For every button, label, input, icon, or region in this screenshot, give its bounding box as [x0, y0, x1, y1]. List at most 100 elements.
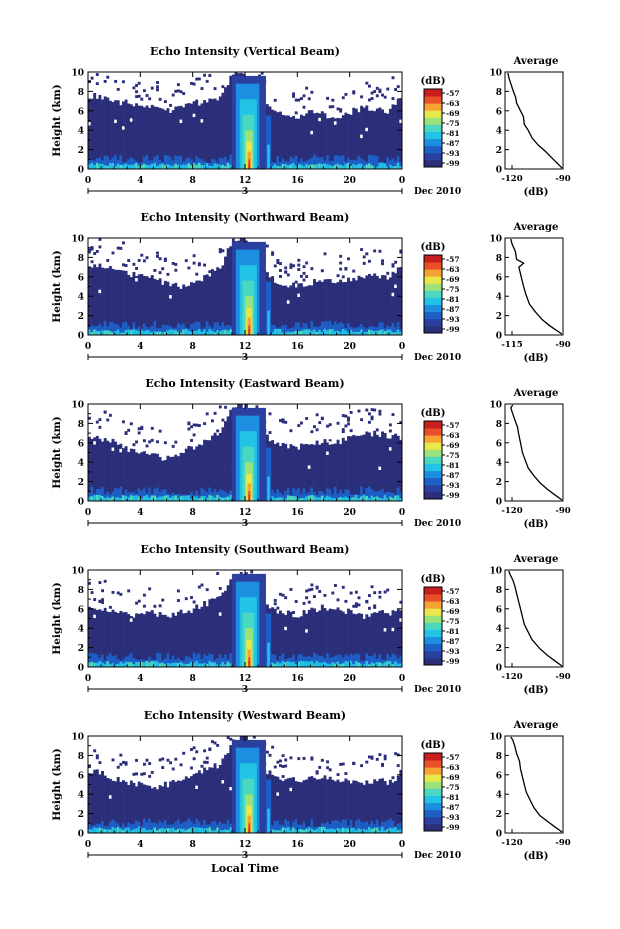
echo-column — [95, 98, 99, 169]
average-x-label: (dB) — [524, 187, 549, 198]
colorbar-tick-label: -93 — [446, 647, 460, 656]
surface-layer — [218, 664, 222, 667]
echo-column — [127, 103, 131, 169]
colorbar: -57-63-69-75-81-87-93-99 — [423, 420, 460, 500]
echo-column — [281, 114, 285, 169]
echo-column — [276, 442, 280, 501]
echo-patch — [284, 266, 288, 270]
boundary-layer — [182, 822, 186, 833]
boundary-layer — [310, 819, 314, 833]
average-y-tick-label: 0 — [496, 498, 502, 508]
boundary-layer — [302, 161, 306, 169]
boundary-layer — [129, 157, 133, 169]
echo-column — [310, 285, 314, 335]
boundary-layer — [179, 324, 183, 335]
boundary-layer — [299, 493, 303, 501]
surface-layer — [203, 828, 207, 833]
boundary-layer — [148, 160, 152, 169]
y-tick-label: 10 — [71, 69, 84, 79]
colorbar-tick-label: -69 — [446, 441, 460, 450]
echo-patch — [305, 275, 309, 279]
boundary-layer — [114, 323, 118, 335]
surface-layer — [273, 663, 277, 667]
surface-layer — [156, 830, 159, 833]
surface-layer — [388, 827, 392, 833]
echo-column — [135, 613, 139, 667]
boundary-layer — [190, 492, 193, 501]
echo-column — [370, 275, 374, 335]
rain-band — [248, 163, 250, 169]
echo-patch — [205, 756, 209, 760]
surface-layer — [216, 664, 220, 667]
boundary-layer — [378, 490, 382, 501]
echo-column — [344, 613, 348, 667]
echo-patch — [150, 770, 154, 774]
echo-column — [310, 776, 314, 833]
echo-patch — [297, 424, 301, 428]
echo-column — [305, 779, 309, 833]
surface-layer — [127, 329, 131, 335]
surface-layer — [307, 827, 311, 833]
surface-layer — [302, 661, 306, 667]
surface-layer — [310, 330, 314, 335]
boundary-layer — [114, 155, 118, 169]
echo-patch — [279, 592, 282, 596]
boundary-layer — [174, 821, 178, 833]
echo-patch — [192, 82, 196, 86]
echo-patch — [135, 758, 139, 762]
colorbar-swatch — [424, 449, 442, 457]
echo-column — [221, 758, 225, 833]
surface-layer — [365, 164, 369, 169]
echo-column — [276, 613, 280, 667]
echo-patch — [394, 88, 398, 91]
boundary-layer — [331, 160, 335, 169]
echo-column — [226, 416, 230, 501]
surface-layer — [116, 329, 120, 335]
echo-column — [93, 769, 97, 833]
echo-patch — [289, 263, 293, 267]
surface-layer — [106, 330, 110, 335]
echo-column — [307, 285, 311, 335]
echo-gap — [129, 618, 133, 622]
colorbar-tick-label: -75 — [446, 617, 460, 626]
echo-column — [323, 608, 327, 667]
boundary-layer — [187, 818, 191, 833]
colorbar-swatch — [424, 622, 442, 630]
echo-column — [354, 108, 358, 169]
boundary-layer — [208, 653, 212, 667]
boundary-layer — [320, 156, 324, 169]
surface-layer — [129, 164, 133, 169]
surface-layer — [339, 664, 343, 667]
echo-column — [150, 275, 154, 335]
echo-patch — [399, 250, 403, 254]
surface-layer — [357, 828, 361, 833]
colorbar-frame — [423, 254, 443, 334]
echo-patch — [360, 418, 364, 422]
boundary-layer — [381, 488, 384, 501]
echo-column — [98, 774, 102, 833]
echo-patch — [391, 263, 395, 267]
echo-column — [388, 615, 392, 667]
surface-layer — [108, 331, 112, 335]
surface-layer — [367, 329, 371, 335]
boundary-layer — [93, 653, 97, 667]
echo-patch — [132, 86, 136, 90]
echo-column — [326, 442, 330, 501]
surface-layer — [132, 495, 136, 501]
surface-layer — [226, 661, 230, 667]
colorbar-tick-label: -69 — [446, 607, 460, 616]
echo-column — [192, 449, 196, 501]
boundary-layer — [349, 653, 353, 667]
shower-core — [267, 476, 270, 501]
y-tick-label: 6 — [78, 605, 84, 615]
boundary-layer — [98, 157, 102, 169]
surface-layer — [354, 165, 358, 169]
surface-layer — [313, 329, 316, 335]
surface-layer — [158, 828, 162, 833]
surface-layer — [108, 829, 112, 833]
echo-patch — [367, 98, 371, 102]
x-tick-label: 0 — [85, 674, 91, 684]
echo-column — [367, 273, 371, 335]
boundary-layer — [391, 820, 395, 833]
colorbar-tick-label: -93 — [446, 481, 460, 490]
